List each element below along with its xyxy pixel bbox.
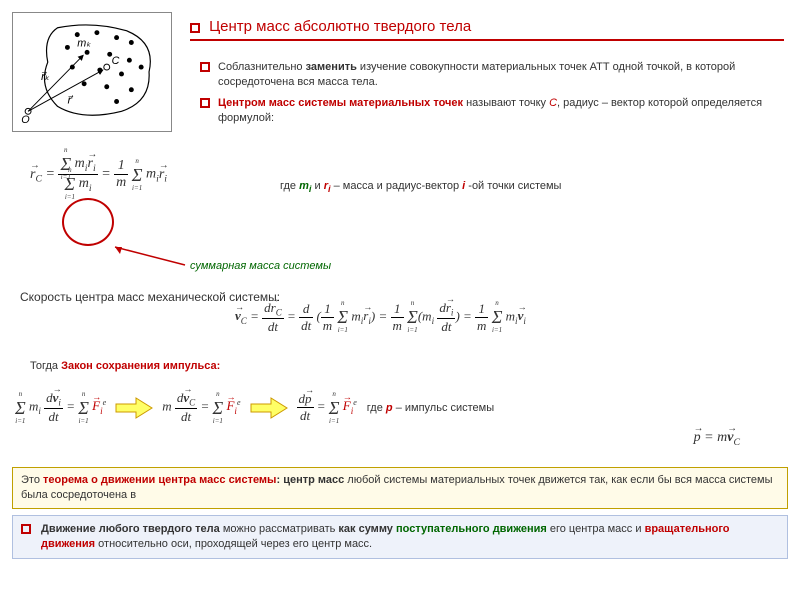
theorem-box: Это теорема о движении центра масс систе… [12,467,788,509]
eq-mdvc: m dvCdt = nΣi=1 Fie [162,390,240,425]
where-p: где p – импульс системы [367,402,494,414]
label-rk: r⃗ₖ [41,71,50,83]
label-C: C [112,55,120,67]
slide-title-row: Центр масс абсолютно твердого тела [190,18,784,41]
formula-rc: rC = nΣi=1 miri nΣi=1 mi = 1m nΣi=1 miri [30,155,260,250]
movement-text: Движение любого твердого тела можно расс… [41,522,779,552]
arrow-icon [114,396,154,420]
slide-title: Центр масс абсолютно твердого тела [209,18,471,35]
bullet-1: Соблазнительно заменить изучение совокуп… [200,60,784,90]
annotation-arrow [110,245,190,275]
eq-p-mvc: p = mvC [694,430,740,448]
where-mi-ri: где mi и ri – масса и радиус-вектор i -о… [280,180,561,194]
bullet-icon [21,524,31,534]
bullet-1-text: Соблазнительно заменить изучение совокуп… [218,60,784,90]
formula-vc: vC = drCdt = ddt (1m nΣi=1 miri) = 1m nΣ… [235,300,526,335]
label-O: O [21,114,30,126]
title-underline [190,39,784,41]
rigid-body-diagram: O C mₖ r⃗ₖ r⃗꜀ [12,12,172,132]
bullet-2: Центром масс системы материальных точек … [200,96,784,126]
bullet-2-text: Центром масс системы материальных точек … [218,96,784,126]
eq-dpdt: dpdt = nΣi=1 Fie [297,391,357,424]
intro-bullets: Соблазнительно заменить изучение совокуп… [200,60,784,131]
bullet-icon [200,98,210,108]
formula-impulse-row: nΣi=1 mi dvidt = nΣi=1 Fie m dvCdt = nΣi… [15,380,785,435]
bullet-icon [200,62,210,72]
label-rc: r⃗꜀ [67,94,80,106]
circle-annotation [62,198,114,246]
eq-sum-mdv: nΣi=1 mi dvidt = nΣi=1 Fie [15,390,106,425]
sum-mass-label: суммарная масса системы [190,260,331,272]
arrow-icon [249,396,289,420]
title-bullet-icon [190,23,200,33]
label-mk: mₖ [77,37,91,49]
movement-box: Движение любого твердого тела можно расс… [12,515,788,559]
impulse-label: Тогда Закон сохранения импульса: [30,360,220,372]
